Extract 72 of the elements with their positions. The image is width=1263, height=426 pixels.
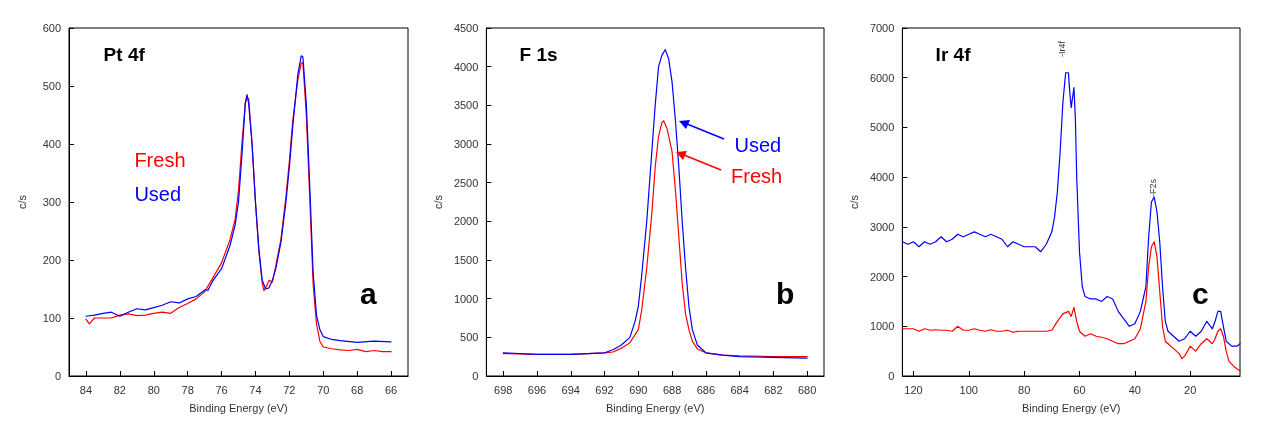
y-tick-label: 600 [42, 22, 61, 34]
y-tick-label: 1500 [453, 254, 479, 266]
y-tick-label: 400 [42, 138, 61, 150]
y-axis-title: c/s [847, 194, 860, 210]
y-tick-label: 5000 [869, 121, 895, 134]
x-axis-title: Binding Energy (eV) [189, 401, 288, 414]
x-tick-label: 70 [317, 383, 330, 396]
x-tick-label: 690 [629, 383, 648, 396]
x-tick-label: 688 [662, 383, 682, 396]
line-series [502, 49, 808, 359]
y-tick-label: 7000 [869, 22, 895, 34]
y-tick-label: 3500 [453, 99, 479, 112]
legend-label: Fresh [731, 164, 783, 187]
y-tick-label: 500 [460, 331, 479, 344]
x-axis-title: Binding Energy (eV) [1021, 401, 1121, 414]
x-tick-label: 684 [730, 383, 749, 396]
y-tick-label: 4000 [869, 171, 895, 184]
x-tick-label: 40 [1128, 383, 1141, 396]
x-tick-label: 696 [527, 383, 547, 396]
y-tick-label: 4000 [453, 60, 479, 73]
x-tick-label: 682 [764, 383, 783, 396]
x-tick-label: 100 [959, 383, 978, 396]
annotation: F 1s [519, 44, 558, 66]
y-tick-label: 6000 [869, 71, 895, 84]
x-tick-label: 74 [249, 383, 262, 396]
annotation: c [1192, 277, 1209, 311]
annotation: b [776, 277, 795, 311]
y-tick-label: 0 [54, 370, 61, 382]
x-tick-label: 120 [904, 383, 923, 396]
annotation: -F2s [1147, 178, 1158, 198]
y-tick-label: 1000 [453, 292, 479, 305]
line-series [901, 241, 1241, 372]
y-tick-label: 500 [42, 80, 61, 92]
y-tick-label: 3000 [453, 138, 479, 150]
legend-label: Used [734, 133, 782, 156]
x-tick-label: 20 [1184, 383, 1197, 396]
x-tick-label: 686 [696, 383, 716, 396]
x-tick-label: 66 [384, 383, 398, 396]
x-tick-label: 68 [351, 383, 364, 396]
text: Fresh [134, 148, 186, 171]
x-tick-label: 60 [1073, 383, 1086, 396]
y-tick-label: 4500 [453, 22, 479, 34]
text: Used [134, 182, 182, 205]
line-series [901, 72, 1241, 347]
y-tick-label: 300 [42, 196, 61, 208]
y-tick-label: 2000 [869, 270, 895, 283]
y-tick-label: 2000 [453, 215, 479, 228]
y-tick-label: 200 [42, 254, 61, 266]
x-tick-label: 78 [181, 383, 194, 396]
x-tick-label: 82 [113, 383, 126, 396]
annotation: Pt 4f [103, 44, 146, 66]
y-tick-label: 1000 [869, 320, 895, 333]
x-tick-label: 692 [595, 383, 614, 396]
x-tick-label: 80 [1018, 383, 1031, 396]
y-tick-label: 0 [888, 370, 895, 382]
x-tick-label: 694 [561, 383, 580, 396]
y-tick-label: 3000 [869, 220, 895, 233]
x-tick-label: 680 [797, 383, 817, 396]
annotation: a [360, 277, 378, 311]
annotation: Ir 4f [935, 44, 972, 66]
x-tick-label: 76 [215, 383, 228, 396]
x-tick-label: 80 [147, 383, 160, 396]
x-tick-label: 84 [79, 383, 93, 396]
y-tick-label: 100 [42, 312, 61, 324]
x-axis-title: Binding Energy (eV) [605, 401, 705, 414]
x-tick-label: 698 [494, 383, 513, 396]
y-tick-label: 2500 [453, 176, 479, 189]
x-tick-label: 72 [283, 383, 296, 396]
y-tick-label: 0 [472, 370, 479, 382]
annotation: -Ir4f [1057, 40, 1068, 57]
y-axis-title: c/s [431, 194, 444, 210]
y-axis-title: c/s [15, 194, 28, 210]
